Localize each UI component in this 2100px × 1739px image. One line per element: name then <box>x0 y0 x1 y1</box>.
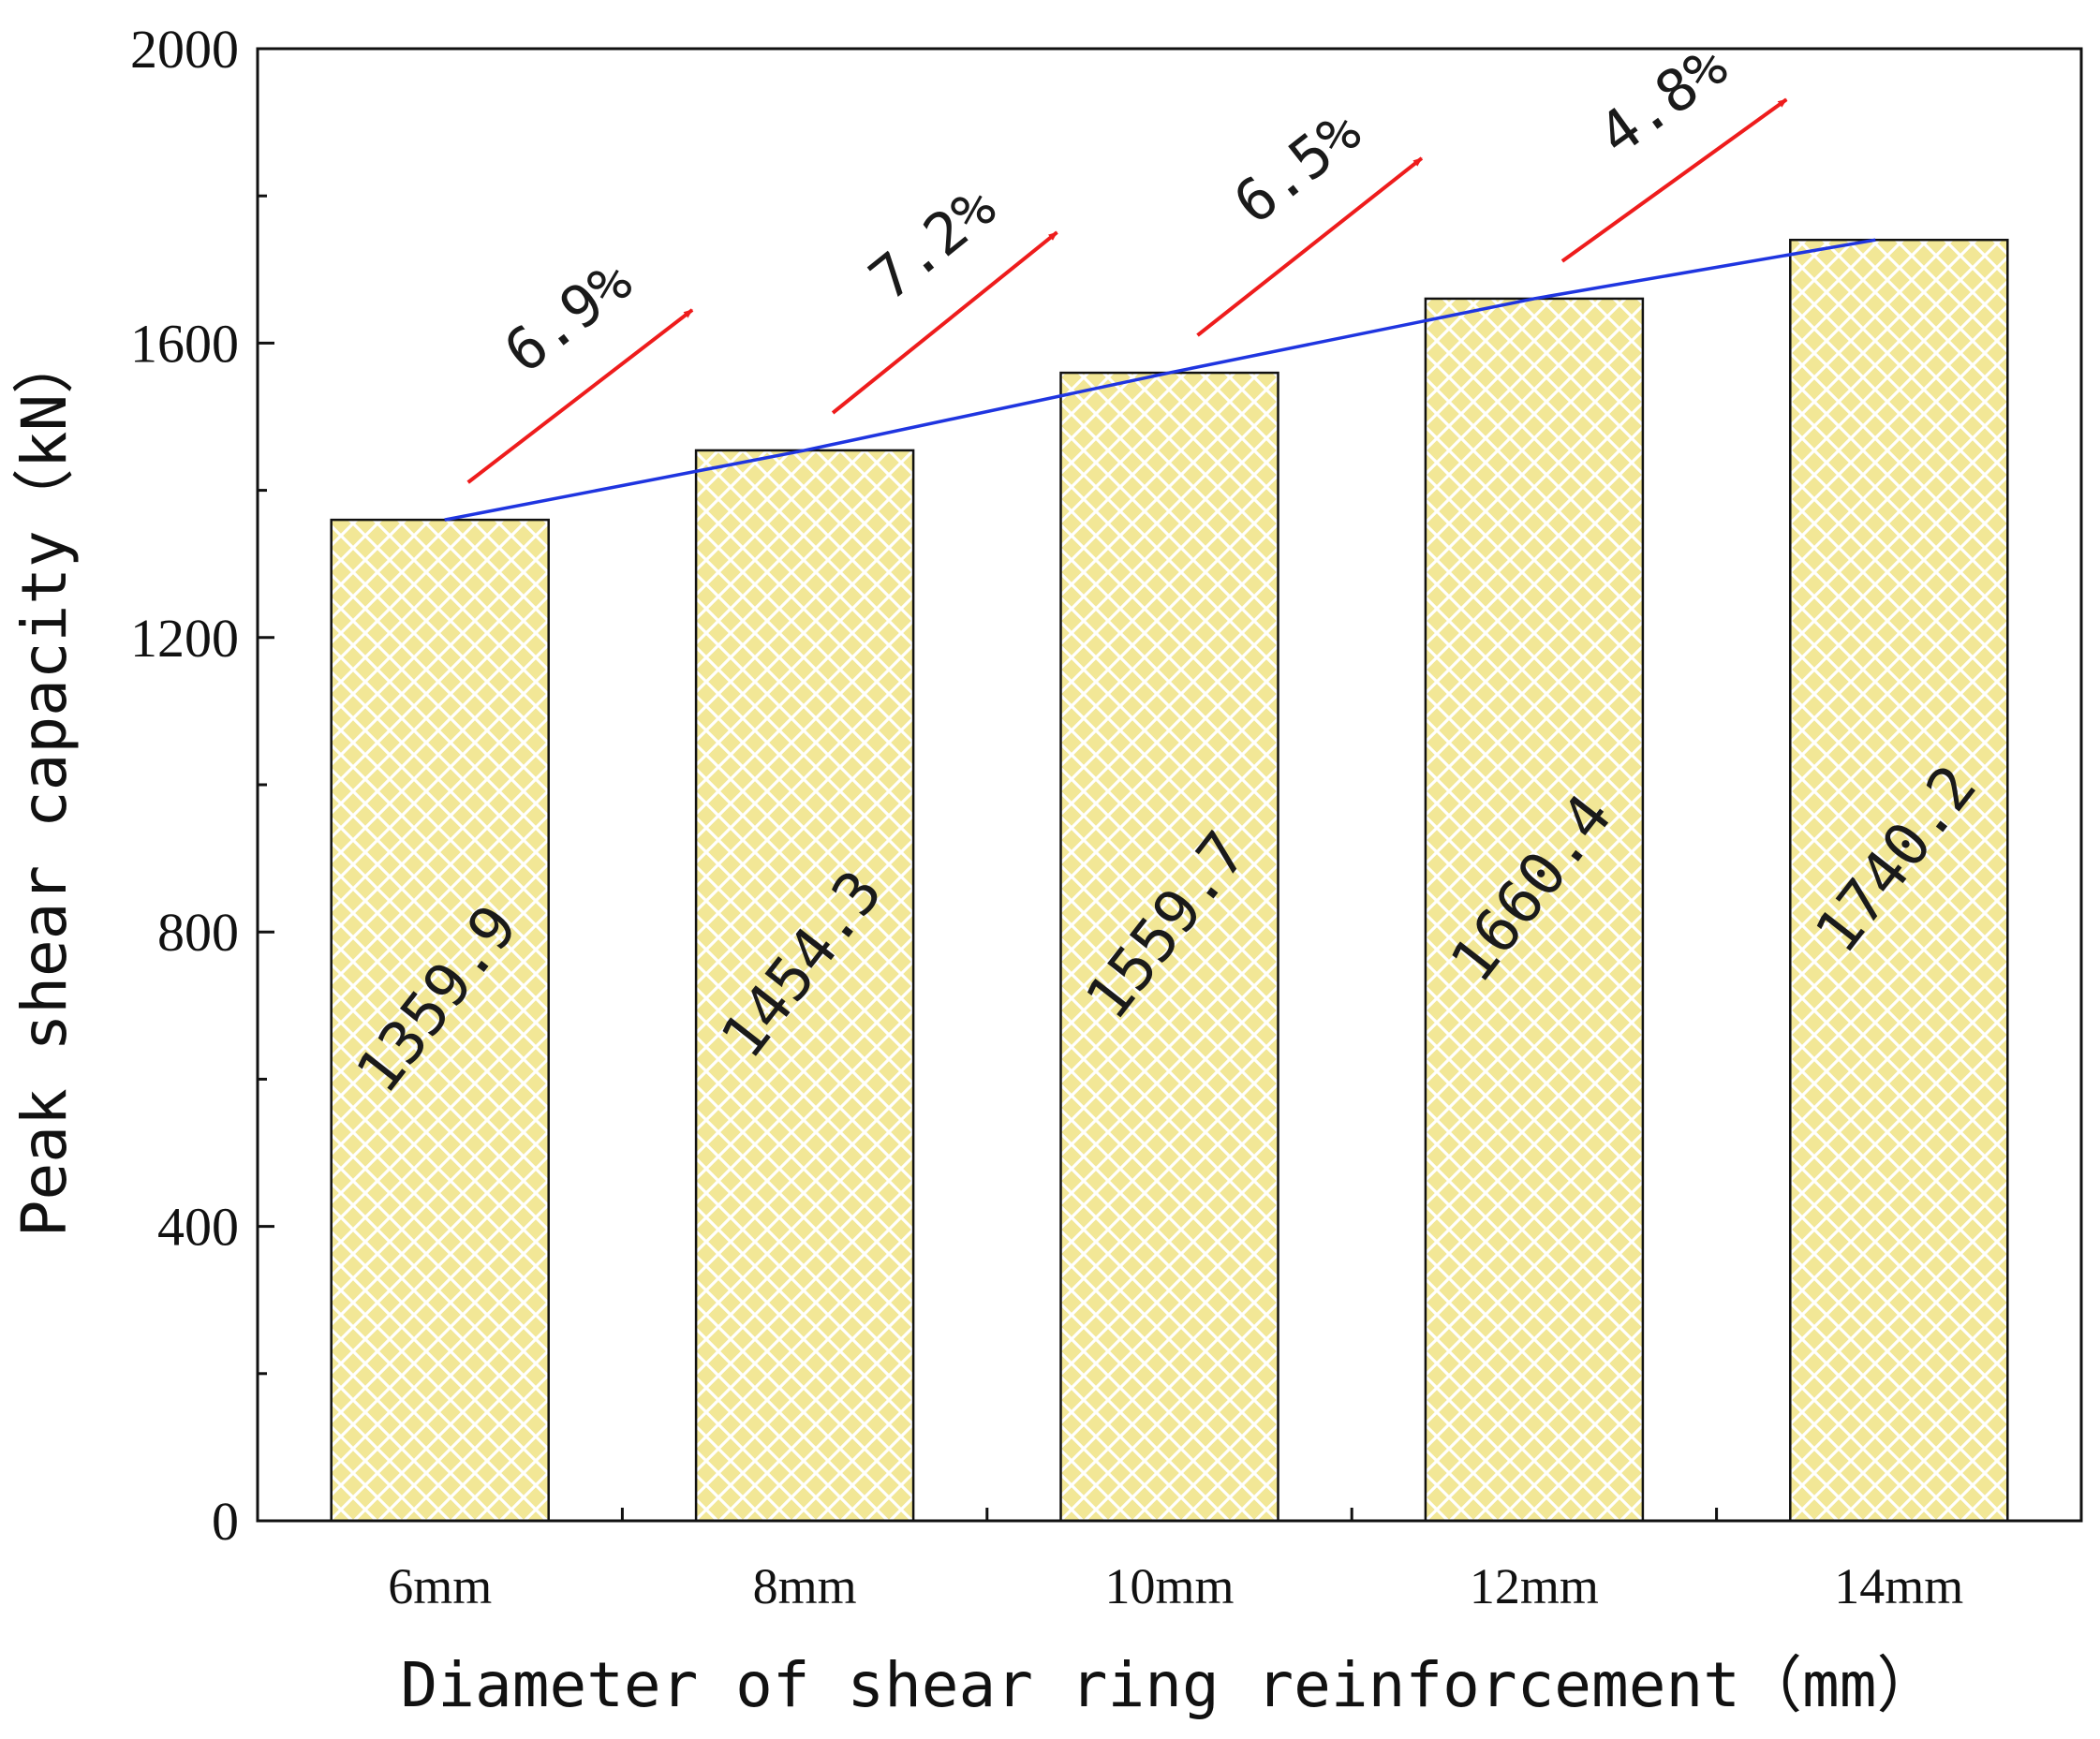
x-category-label: 14mm <box>1834 1558 1963 1614</box>
trend-group <box>444 238 1876 522</box>
increase-arrow <box>1196 156 1424 337</box>
x-axis-title: Diameter of shear ring reinforcement（mm） <box>401 1649 1939 1721</box>
y-tick-label: 400 <box>157 1197 239 1258</box>
bars-group: 1359.9 1454.3 1559.7 1660.4 1740.2 <box>330 238 2009 1523</box>
bar-6mm <box>330 518 550 1523</box>
y-tick-label: 1200 <box>130 608 239 669</box>
x-category-label: 12mm <box>1470 1558 1599 1614</box>
trend-line <box>444 238 1876 522</box>
increase-arrow <box>1560 97 1788 263</box>
bar-10mm <box>1059 371 1279 1523</box>
axes-group: 0 400 800 1200 1600 2000 6mm 8mm 10mm 12mm 14mm <box>130 19 2083 1614</box>
y-axis-title: Peak shear capacity（kN） <box>8 332 81 1237</box>
bar-14mm <box>1789 238 2009 1523</box>
y-tick-label: 800 <box>157 902 239 963</box>
y-tick-label: 1600 <box>130 313 239 374</box>
y-tick-label: 2000 <box>130 19 239 80</box>
x-category-label: 10mm <box>1104 1558 1234 1614</box>
x-category-label: 6mm <box>388 1558 492 1614</box>
increase-arrow <box>831 230 1058 415</box>
increase-arrow <box>466 308 694 484</box>
x-category-label: 8mm <box>753 1558 857 1614</box>
increase-label: 7.2% <box>856 172 1008 314</box>
y-tick-label: 0 <box>212 1491 239 1552</box>
